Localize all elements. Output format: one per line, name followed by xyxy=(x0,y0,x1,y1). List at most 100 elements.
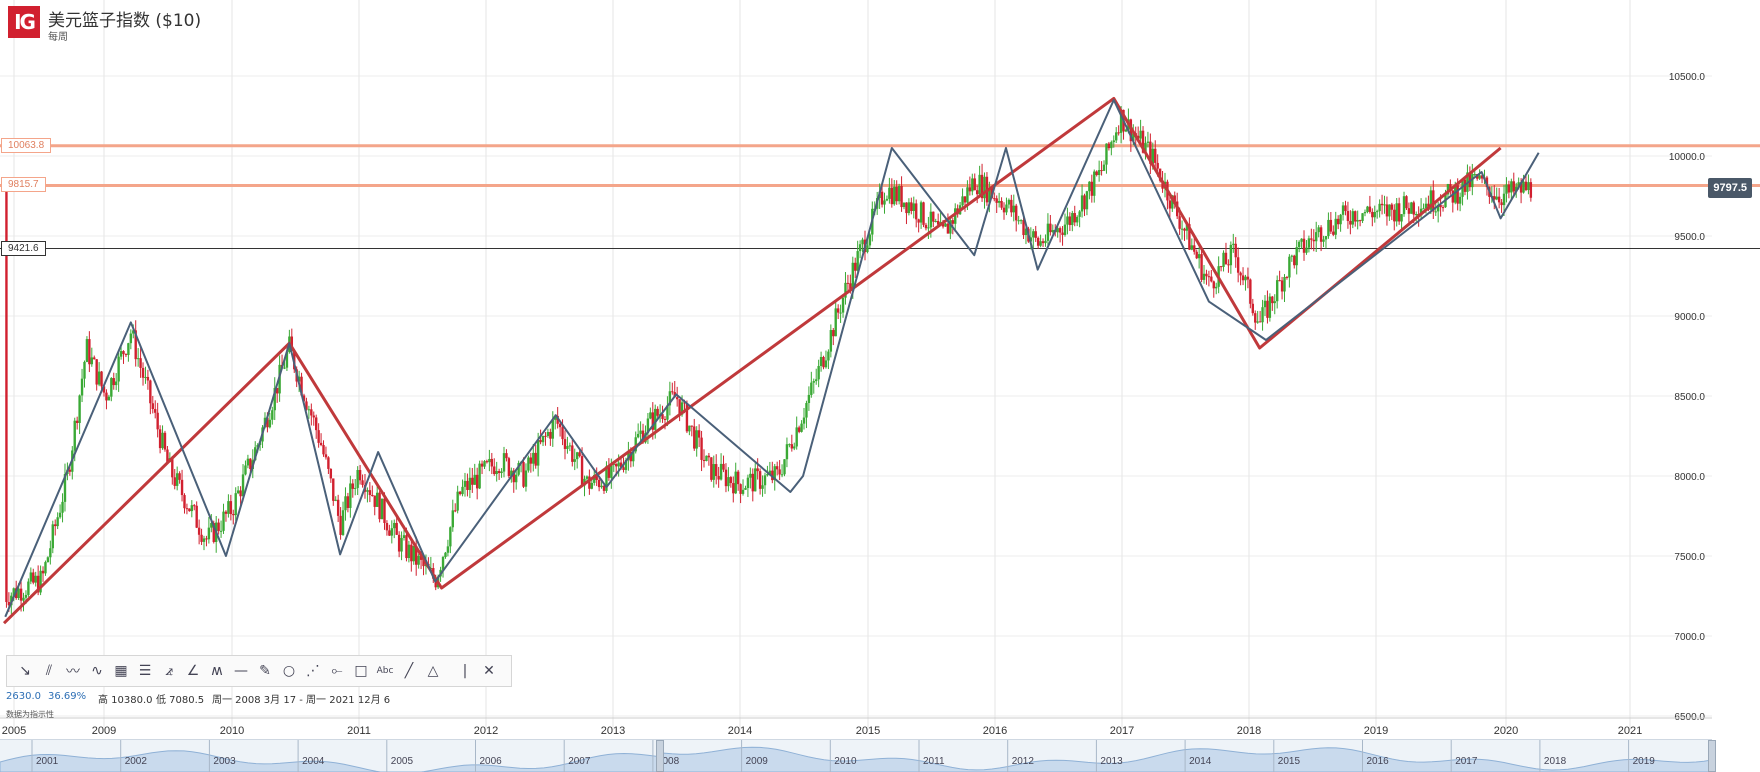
candle-body xyxy=(222,511,225,531)
candle-body xyxy=(919,202,923,223)
candle-body xyxy=(1478,175,1481,179)
parallel-lines-tool[interactable]: ⫽ xyxy=(45,663,53,679)
horizontal-line-tool[interactable]: — xyxy=(234,663,248,679)
candle-body xyxy=(1271,296,1274,304)
x-tick-label: 2009 xyxy=(92,725,116,737)
polyline-tool[interactable]: 〰 xyxy=(66,664,80,680)
candle-body xyxy=(305,401,308,410)
candle-body xyxy=(139,358,142,368)
hline-label-9421[interactable]: 9421.6 xyxy=(1,240,46,256)
candle-body xyxy=(749,473,752,478)
navigator-year-label: 2013 xyxy=(1100,756,1123,767)
candle-body xyxy=(980,174,984,199)
candle-body xyxy=(1095,171,1098,176)
candle-body xyxy=(324,454,328,458)
candle-body xyxy=(700,437,703,460)
candle-body xyxy=(393,522,396,529)
candle-body xyxy=(1141,130,1145,153)
hline-label-9815[interactable]: 9815.7 xyxy=(1,177,46,193)
candle-body xyxy=(1515,186,1518,192)
candle-body xyxy=(1395,203,1398,222)
candle-body xyxy=(412,545,415,562)
candle-body xyxy=(1173,195,1176,202)
candle-body xyxy=(1485,177,1489,188)
candle-body xyxy=(1075,216,1079,223)
candle-body xyxy=(171,458,174,478)
candle-body xyxy=(310,409,313,416)
candle-body xyxy=(400,537,403,552)
triangle-tool[interactable]: △ xyxy=(427,663,439,679)
candle-body xyxy=(1190,245,1194,250)
candle-body xyxy=(944,223,947,227)
candle-body xyxy=(1124,129,1128,132)
pitchfork-tool[interactable]: ⋰ xyxy=(306,663,320,679)
candle-body xyxy=(836,308,840,313)
circle-tool[interactable]: ○ xyxy=(282,663,296,679)
range-navigator[interactable]: 2001 2002 2003 2004 2005 2006 2007 2008 2009 2010… xyxy=(0,739,1716,772)
candle-body xyxy=(1036,237,1040,246)
candle-body xyxy=(22,597,25,601)
fan-tool[interactable]: ∠ xyxy=(186,663,200,679)
candle-body xyxy=(634,437,637,452)
candle-body xyxy=(1449,183,1452,191)
gann-fan-tool[interactable]: ⦨ xyxy=(165,663,173,679)
candle-body xyxy=(197,527,201,535)
candle-body xyxy=(1012,205,1015,213)
candle-body xyxy=(166,449,169,463)
candle-body xyxy=(983,176,986,199)
candle-body xyxy=(1185,224,1189,231)
candle-body xyxy=(815,379,818,382)
hline-label-10063[interactable]: 10063.8 xyxy=(1,137,52,153)
candle-body xyxy=(788,444,791,446)
candle-body xyxy=(1202,273,1206,280)
candle-body xyxy=(1200,254,1203,280)
candle-body xyxy=(102,386,106,393)
price-chart[interactable]: 10500.0 10000.0 9500.0 9000.0 8500.0 8000.0 75… xyxy=(0,0,1760,740)
candle-body xyxy=(924,224,928,229)
ruler-tool[interactable]: ✎ xyxy=(259,663,271,679)
candle-body xyxy=(1110,142,1113,149)
candle-body xyxy=(256,444,259,448)
wave-tool[interactable]: ∿ xyxy=(91,663,103,679)
line-tool[interactable]: ╱ xyxy=(404,663,414,679)
candle-body xyxy=(217,522,220,531)
candle-body xyxy=(683,402,686,404)
candle-body xyxy=(454,510,457,512)
navigator-left-handle[interactable] xyxy=(656,740,664,772)
candle-body xyxy=(366,490,369,492)
candle-body xyxy=(351,483,354,489)
grid-tool[interactable]: ▦ xyxy=(114,663,128,679)
candle-body xyxy=(829,330,833,352)
candle-body xyxy=(588,476,591,489)
candle-body xyxy=(544,435,547,437)
navigator-right-handle[interactable] xyxy=(1708,740,1716,772)
candle-body xyxy=(1310,238,1313,240)
rectangle-tool[interactable]: □ xyxy=(354,663,368,679)
candle-body xyxy=(636,433,640,438)
candle-body xyxy=(554,415,557,420)
candle-body xyxy=(488,458,491,463)
candle-body xyxy=(927,227,930,229)
close-tool[interactable]: ✕ xyxy=(483,663,495,679)
candle-body xyxy=(1044,240,1047,244)
connector-tool[interactable]: ⟜ xyxy=(331,663,343,679)
candle-body xyxy=(605,466,608,491)
vertical-line-tool[interactable]: | xyxy=(462,663,468,679)
candle-body xyxy=(1171,195,1174,209)
candle-body xyxy=(1154,148,1157,163)
candle-body xyxy=(1432,190,1435,212)
fib-retracement-tool[interactable]: ☰ xyxy=(138,663,152,679)
arrow-line-tool[interactable]: ↘ xyxy=(19,663,31,679)
candle-body xyxy=(1334,218,1337,235)
candle-body xyxy=(36,575,40,593)
candle-body xyxy=(434,578,437,588)
candle-body xyxy=(1410,202,1413,214)
candle-body xyxy=(210,523,213,528)
candle-body xyxy=(1195,251,1198,259)
text-tool[interactable]: Abc xyxy=(376,666,394,676)
candle-body xyxy=(649,412,652,419)
candle-body xyxy=(122,351,125,355)
candle-body xyxy=(1400,214,1403,222)
elliott-wave-tool[interactable]: ʍ xyxy=(211,663,223,679)
navigator-year-label: 2007 xyxy=(568,756,591,767)
